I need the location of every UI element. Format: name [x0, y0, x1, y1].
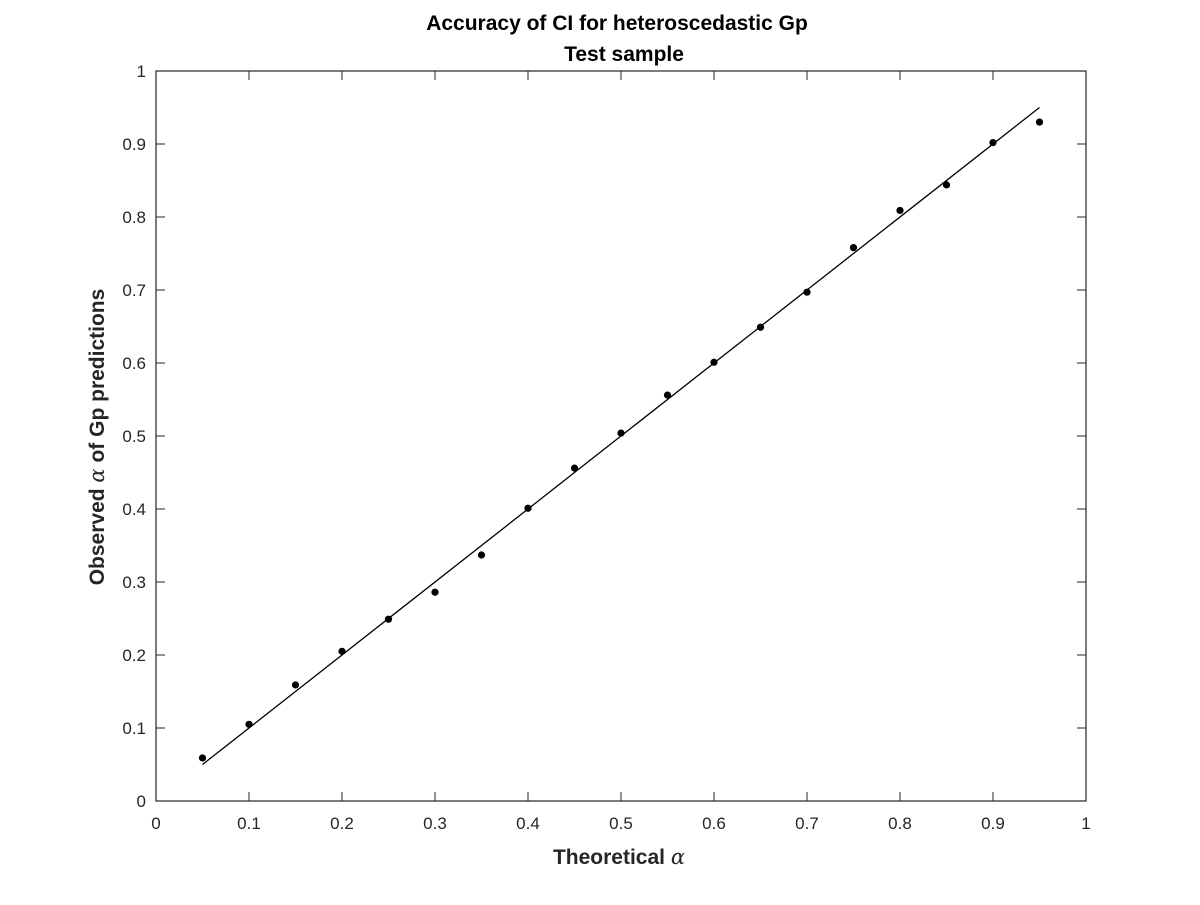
- chart-title: Accuracy of CI for heteroscedastic Gp: [426, 12, 808, 35]
- data-point: [1035, 118, 1044, 126]
- data-point: [198, 754, 207, 762]
- data-point: [431, 588, 439, 596]
- x-axis-label-alpha: α: [671, 845, 685, 869]
- x-tick-label: 0.3: [423, 814, 447, 833]
- x-tick-label: 0.8: [888, 814, 912, 833]
- x-tick-label: 0.7: [795, 814, 819, 833]
- x-axis-label-prefix: Theoretical: [553, 846, 671, 869]
- y-tick-label: 1: [137, 62, 146, 81]
- data-point: [477, 551, 486, 559]
- y-tick-label: 0.2: [122, 646, 146, 665]
- y-axis-label: Observed α of Gp predictions: [85, 289, 109, 586]
- y-axis-label-alpha: α: [85, 468, 109, 482]
- x-tick-label: 0.9: [981, 814, 1005, 833]
- chart-subtitle: Test sample: [564, 43, 684, 66]
- data-point: [663, 391, 672, 399]
- y-tick-label: 0.5: [122, 427, 146, 446]
- data-point: [245, 720, 253, 728]
- x-tick-label: 0: [151, 814, 160, 833]
- data-point: [291, 681, 300, 689]
- x-tick-label: 0.6: [702, 814, 726, 833]
- y-tick-label: 0.7: [122, 281, 146, 300]
- y-tick-label: 0.1: [122, 719, 146, 738]
- y-axis-label-suffix: of Gp predictions: [86, 289, 109, 469]
- x-tick-label: 0.2: [330, 814, 354, 833]
- x-axis-label: Theoretical α: [553, 845, 685, 869]
- x-tick-labels: 0 0.1 0.2 0.3 0.4 0.5 0.6 0.7 0.8 0.9 1: [151, 814, 1090, 833]
- x-tick-label: 0.1: [237, 814, 261, 833]
- axes-box: [155, 70, 1087, 802]
- y-tick-label: 0.8: [122, 208, 146, 227]
- reference-line: [202, 106, 1040, 766]
- data-series: [198, 106, 1044, 766]
- y-tick-label: 0.3: [122, 573, 146, 592]
- data-point: [570, 464, 579, 472]
- data-point: [338, 647, 346, 655]
- data-point: [849, 244, 858, 252]
- data-point: [989, 138, 997, 147]
- x-tick-label: 0.5: [609, 814, 633, 833]
- x-tick-label: 1: [1081, 814, 1090, 833]
- y-tick-labels: 0 0.1 0.2 0.3 0.4 0.5 0.6 0.7 0.8 0.9 1: [122, 62, 146, 811]
- x-tick-label: 0.4: [516, 814, 540, 833]
- y-axis-label-prefix: Observed: [86, 483, 109, 586]
- y-tick-label: 0.9: [122, 135, 146, 154]
- data-point: [942, 181, 951, 189]
- data-point: [803, 288, 811, 296]
- y-tick-label: 0.4: [122, 500, 146, 519]
- data-point: [896, 206, 904, 215]
- y-tick-label: 0: [137, 792, 146, 811]
- y-tick-label: 0.6: [122, 354, 146, 373]
